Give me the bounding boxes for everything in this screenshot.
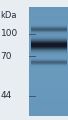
Bar — [31, 48, 67, 49]
Bar — [31, 66, 67, 67]
Bar — [31, 47, 67, 48]
Bar — [31, 42, 67, 43]
Bar — [31, 38, 67, 39]
Bar — [31, 26, 67, 27]
Bar — [31, 54, 67, 55]
Bar — [31, 23, 67, 24]
Bar — [31, 31, 67, 32]
Bar — [29, 7, 68, 116]
Bar — [29, 51, 68, 54]
Bar — [29, 75, 68, 78]
Text: 44: 44 — [1, 92, 12, 101]
Bar — [29, 108, 68, 111]
Bar — [29, 35, 68, 37]
Bar — [29, 24, 68, 26]
Bar — [31, 65, 67, 66]
Bar — [29, 92, 68, 95]
Bar — [31, 40, 67, 41]
Bar — [29, 89, 68, 92]
Bar — [29, 54, 68, 56]
Bar — [29, 111, 68, 114]
Bar — [31, 34, 67, 35]
Bar — [31, 67, 67, 68]
Bar — [31, 45, 67, 46]
Bar — [29, 18, 68, 21]
Bar — [31, 62, 67, 63]
Bar — [31, 44, 67, 45]
Bar — [31, 30, 67, 31]
Bar — [29, 15, 68, 18]
Bar — [31, 52, 67, 53]
Bar — [29, 100, 68, 103]
Bar — [31, 27, 67, 28]
Bar — [29, 7, 68, 10]
Bar — [29, 65, 68, 67]
Bar — [29, 26, 68, 29]
Bar — [31, 33, 67, 34]
Bar — [31, 57, 67, 58]
Bar — [31, 37, 67, 38]
Bar — [31, 25, 67, 26]
Bar — [31, 64, 67, 65]
Bar — [29, 10, 68, 13]
Bar — [29, 48, 68, 51]
Bar — [31, 41, 67, 42]
Bar — [31, 58, 67, 59]
Bar — [29, 67, 68, 70]
Bar — [29, 105, 68, 108]
Bar — [29, 78, 68, 81]
Bar — [31, 55, 67, 56]
Bar — [29, 37, 68, 40]
Bar — [29, 114, 68, 116]
Bar — [31, 49, 67, 50]
Bar — [31, 63, 67, 64]
Bar — [29, 32, 68, 35]
Text: 70: 70 — [1, 52, 12, 61]
Bar — [31, 60, 67, 61]
Bar — [29, 86, 68, 89]
Bar — [31, 33, 67, 34]
Bar — [29, 84, 68, 86]
Bar — [31, 46, 67, 47]
Bar — [29, 103, 68, 105]
Bar — [29, 70, 68, 73]
Bar — [29, 95, 68, 97]
Bar — [29, 29, 68, 32]
Bar — [29, 81, 68, 84]
Bar — [31, 35, 67, 36]
Text: kDa: kDa — [1, 11, 17, 20]
Bar — [29, 45, 68, 48]
Bar — [31, 36, 67, 37]
Bar — [31, 59, 67, 60]
Text: 100: 100 — [1, 29, 18, 38]
Bar — [29, 13, 68, 15]
Bar — [29, 43, 68, 45]
Bar — [31, 53, 67, 54]
Bar — [31, 61, 67, 62]
Bar — [31, 32, 67, 33]
Bar — [29, 21, 68, 24]
Bar — [31, 28, 67, 29]
Bar — [29, 59, 68, 62]
Bar — [29, 73, 68, 75]
Bar — [29, 56, 68, 59]
Bar — [31, 50, 67, 51]
Bar — [31, 51, 67, 52]
Bar — [29, 97, 68, 100]
Bar — [31, 35, 67, 36]
Bar — [31, 43, 67, 44]
Bar — [31, 39, 67, 40]
Bar — [29, 40, 68, 43]
Bar — [31, 56, 67, 57]
Bar — [29, 62, 68, 65]
Bar — [31, 29, 67, 30]
Bar — [31, 34, 67, 35]
Bar — [31, 24, 67, 25]
